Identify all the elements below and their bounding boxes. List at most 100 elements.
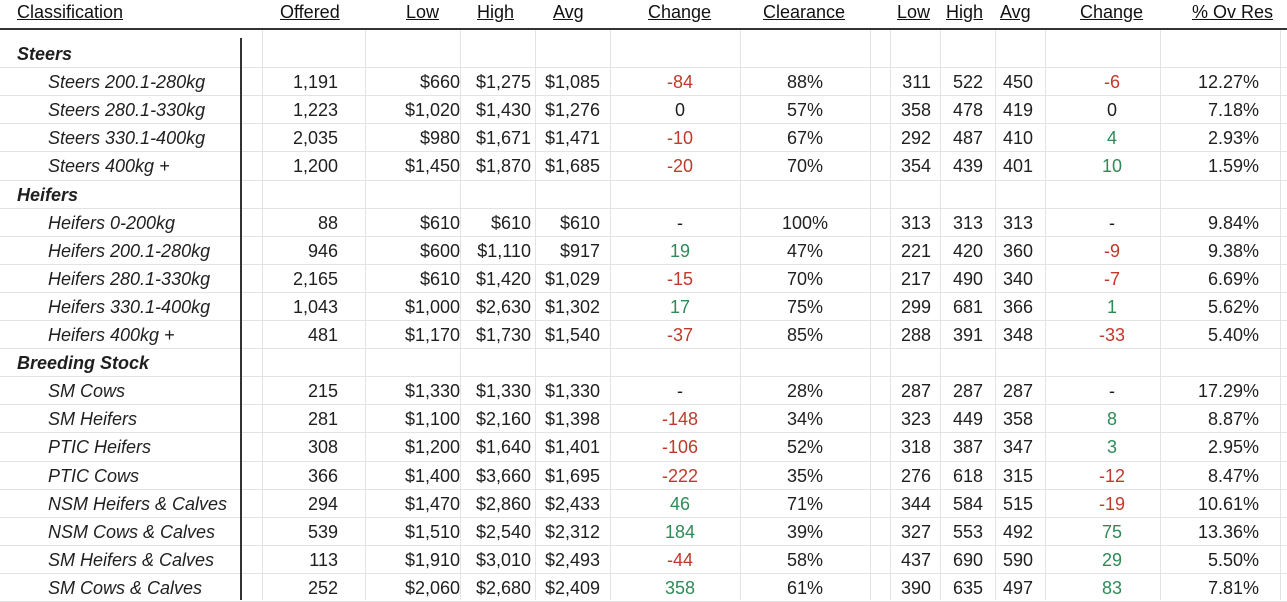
cell-change[interactable]: -20 <box>666 156 693 177</box>
cell-clearance[interactable]: 70% <box>786 156 824 177</box>
cell-offered[interactable]: 308 <box>307 437 338 458</box>
cell-avg2[interactable]: 497 <box>1002 577 1033 598</box>
section-label[interactable]: Steers <box>17 44 73 64</box>
cell-change2[interactable]: 4 <box>1106 128 1117 149</box>
cell-avg[interactable]: $1,029 <box>544 268 600 289</box>
cell-high2[interactable]: 313 <box>952 212 983 233</box>
header-change[interactable]: Change <box>648 2 712 22</box>
cell-ovres[interactable]: 2.93% <box>1207 128 1259 149</box>
cell-offered[interactable]: 366 <box>307 465 338 486</box>
cell-change2[interactable]: 75 <box>1101 521 1123 542</box>
header-change-2[interactable]: Change <box>1080 2 1144 22</box>
cell-offered[interactable]: 481 <box>307 325 338 345</box>
cell-high[interactable]: $2,680 <box>475 577 531 598</box>
row-label[interactable]: Heifers 200.1-280kg <box>48 240 211 261</box>
cell-low[interactable]: $1,510 <box>404 521 460 542</box>
cell-change[interactable]: 17 <box>669 296 691 317</box>
cell-ovres[interactable]: 17.29% <box>1197 381 1259 402</box>
row-label[interactable]: Heifers 330.1-400kg <box>48 296 211 317</box>
cell-clearance[interactable]: 71% <box>786 493 824 514</box>
cell-change2[interactable]: 1 <box>1106 296 1117 317</box>
cell-offered[interactable]: 294 <box>307 493 338 514</box>
cell-avg[interactable]: $1,401 <box>544 437 600 458</box>
cell-offered[interactable]: 2,035 <box>292 128 338 149</box>
cell-low[interactable]: $1,170 <box>404 325 460 345</box>
cell-low[interactable]: $1,450 <box>404 156 460 177</box>
cell-change[interactable]: 46 <box>669 493 691 514</box>
cell-high[interactable]: $1,640 <box>475 437 531 458</box>
cell-avg2[interactable]: 419 <box>1002 100 1033 121</box>
cell-clearance[interactable]: 35% <box>786 465 824 486</box>
cell-high[interactable]: $1,420 <box>475 268 531 289</box>
cell-clearance[interactable]: 34% <box>786 409 824 430</box>
cell-change2[interactable]: -33 <box>1098 325 1125 345</box>
section-label[interactable]: Heifers <box>17 184 79 205</box>
cell-high2[interactable]: 584 <box>952 493 983 514</box>
cell-high[interactable]: $2,860 <box>475 493 531 514</box>
cell-avg2[interactable]: 360 <box>1002 240 1033 261</box>
cell-high[interactable]: $610 <box>490 212 531 233</box>
row-label[interactable]: SM Cows <box>48 381 126 402</box>
cell-clearance[interactable]: 75% <box>786 296 824 317</box>
cell-high2[interactable]: 449 <box>952 409 983 430</box>
cell-clearance[interactable]: 28% <box>786 381 824 402</box>
cell-avg2[interactable]: 348 <box>1002 325 1033 345</box>
header-high-2[interactable]: High <box>946 2 984 22</box>
cell-high2[interactable]: 690 <box>952 549 983 570</box>
cell-high2[interactable]: 420 <box>952 240 983 261</box>
cell-low2[interactable]: 327 <box>900 521 931 542</box>
cell-clearance[interactable]: 70% <box>786 268 824 289</box>
cell-clearance[interactable]: 88% <box>786 72 824 93</box>
cell-high2[interactable]: 439 <box>952 156 983 177</box>
cell-change[interactable]: - <box>677 212 683 233</box>
cell-avg2[interactable]: 410 <box>1002 128 1033 149</box>
cell-avg[interactable]: $1,695 <box>544 465 600 486</box>
cell-offered[interactable]: 88 <box>317 212 338 233</box>
cell-high[interactable]: $3,660 <box>475 465 531 486</box>
cell-high[interactable]: $3,010 <box>475 549 531 570</box>
cell-avg[interactable]: $1,330 <box>544 381 600 402</box>
cell-avg[interactable]: $2,493 <box>544 549 600 570</box>
cell-low2[interactable]: 390 <box>900 577 931 598</box>
cell-ovres[interactable]: 8.87% <box>1207 409 1259 430</box>
cell-change2[interactable]: 29 <box>1101 549 1123 570</box>
cell-change2[interactable]: 0 <box>1106 100 1117 121</box>
cell-high[interactable]: $2,540 <box>475 521 531 542</box>
row-label[interactable]: PTIC Heifers <box>48 437 152 458</box>
cell-low2[interactable]: 354 <box>900 156 931 177</box>
row-label[interactable]: PTIC Cows <box>48 465 140 486</box>
cell-high2[interactable]: 490 <box>952 268 983 289</box>
cell-avg2[interactable]: 313 <box>1002 212 1033 233</box>
cell-high2[interactable]: 387 <box>952 437 983 458</box>
cell-low[interactable]: $660 <box>419 72 460 93</box>
cell-change2[interactable]: -12 <box>1098 465 1125 486</box>
cell-high[interactable]: $2,630 <box>475 296 531 317</box>
cell-avg2[interactable]: 315 <box>1002 465 1033 486</box>
cell-avg[interactable]: $2,433 <box>544 493 600 514</box>
cell-low[interactable]: $600 <box>419 240 460 261</box>
cell-low[interactable]: $1,330 <box>404 381 460 402</box>
header-low-2[interactable]: Low <box>897 2 931 22</box>
cell-avg[interactable]: $1,540 <box>544 325 600 345</box>
cell-change[interactable]: -84 <box>666 72 693 93</box>
row-label[interactable]: Steers 200.1-280kg <box>48 72 206 93</box>
cell-low2[interactable]: 287 <box>900 381 931 402</box>
cell-low[interactable]: $1,000 <box>404 296 460 317</box>
cell-avg2[interactable]: 366 <box>1002 296 1033 317</box>
header-avg-2[interactable]: Avg <box>1000 2 1031 22</box>
cell-change[interactable]: 358 <box>664 577 696 598</box>
cell-high2[interactable]: 478 <box>952 100 983 121</box>
cell-low2[interactable]: 318 <box>900 437 931 458</box>
cell-change2[interactable]: -19 <box>1098 493 1125 514</box>
row-label[interactable]: Steers 330.1-400kg <box>48 128 206 149</box>
cell-avg[interactable]: $1,085 <box>544 72 600 93</box>
cell-change2[interactable]: 8 <box>1106 409 1117 430</box>
cell-clearance[interactable]: 61% <box>786 577 824 598</box>
cell-ovres[interactable]: 10.61% <box>1197 493 1259 514</box>
cell-low[interactable]: $610 <box>419 212 460 233</box>
cell-low2[interactable]: 292 <box>900 128 931 149</box>
cell-ovres[interactable]: 5.62% <box>1207 296 1259 317</box>
cell-avg2[interactable]: 515 <box>1002 493 1033 514</box>
cell-offered[interactable]: 215 <box>307 381 338 402</box>
cell-offered[interactable]: 539 <box>307 521 338 542</box>
